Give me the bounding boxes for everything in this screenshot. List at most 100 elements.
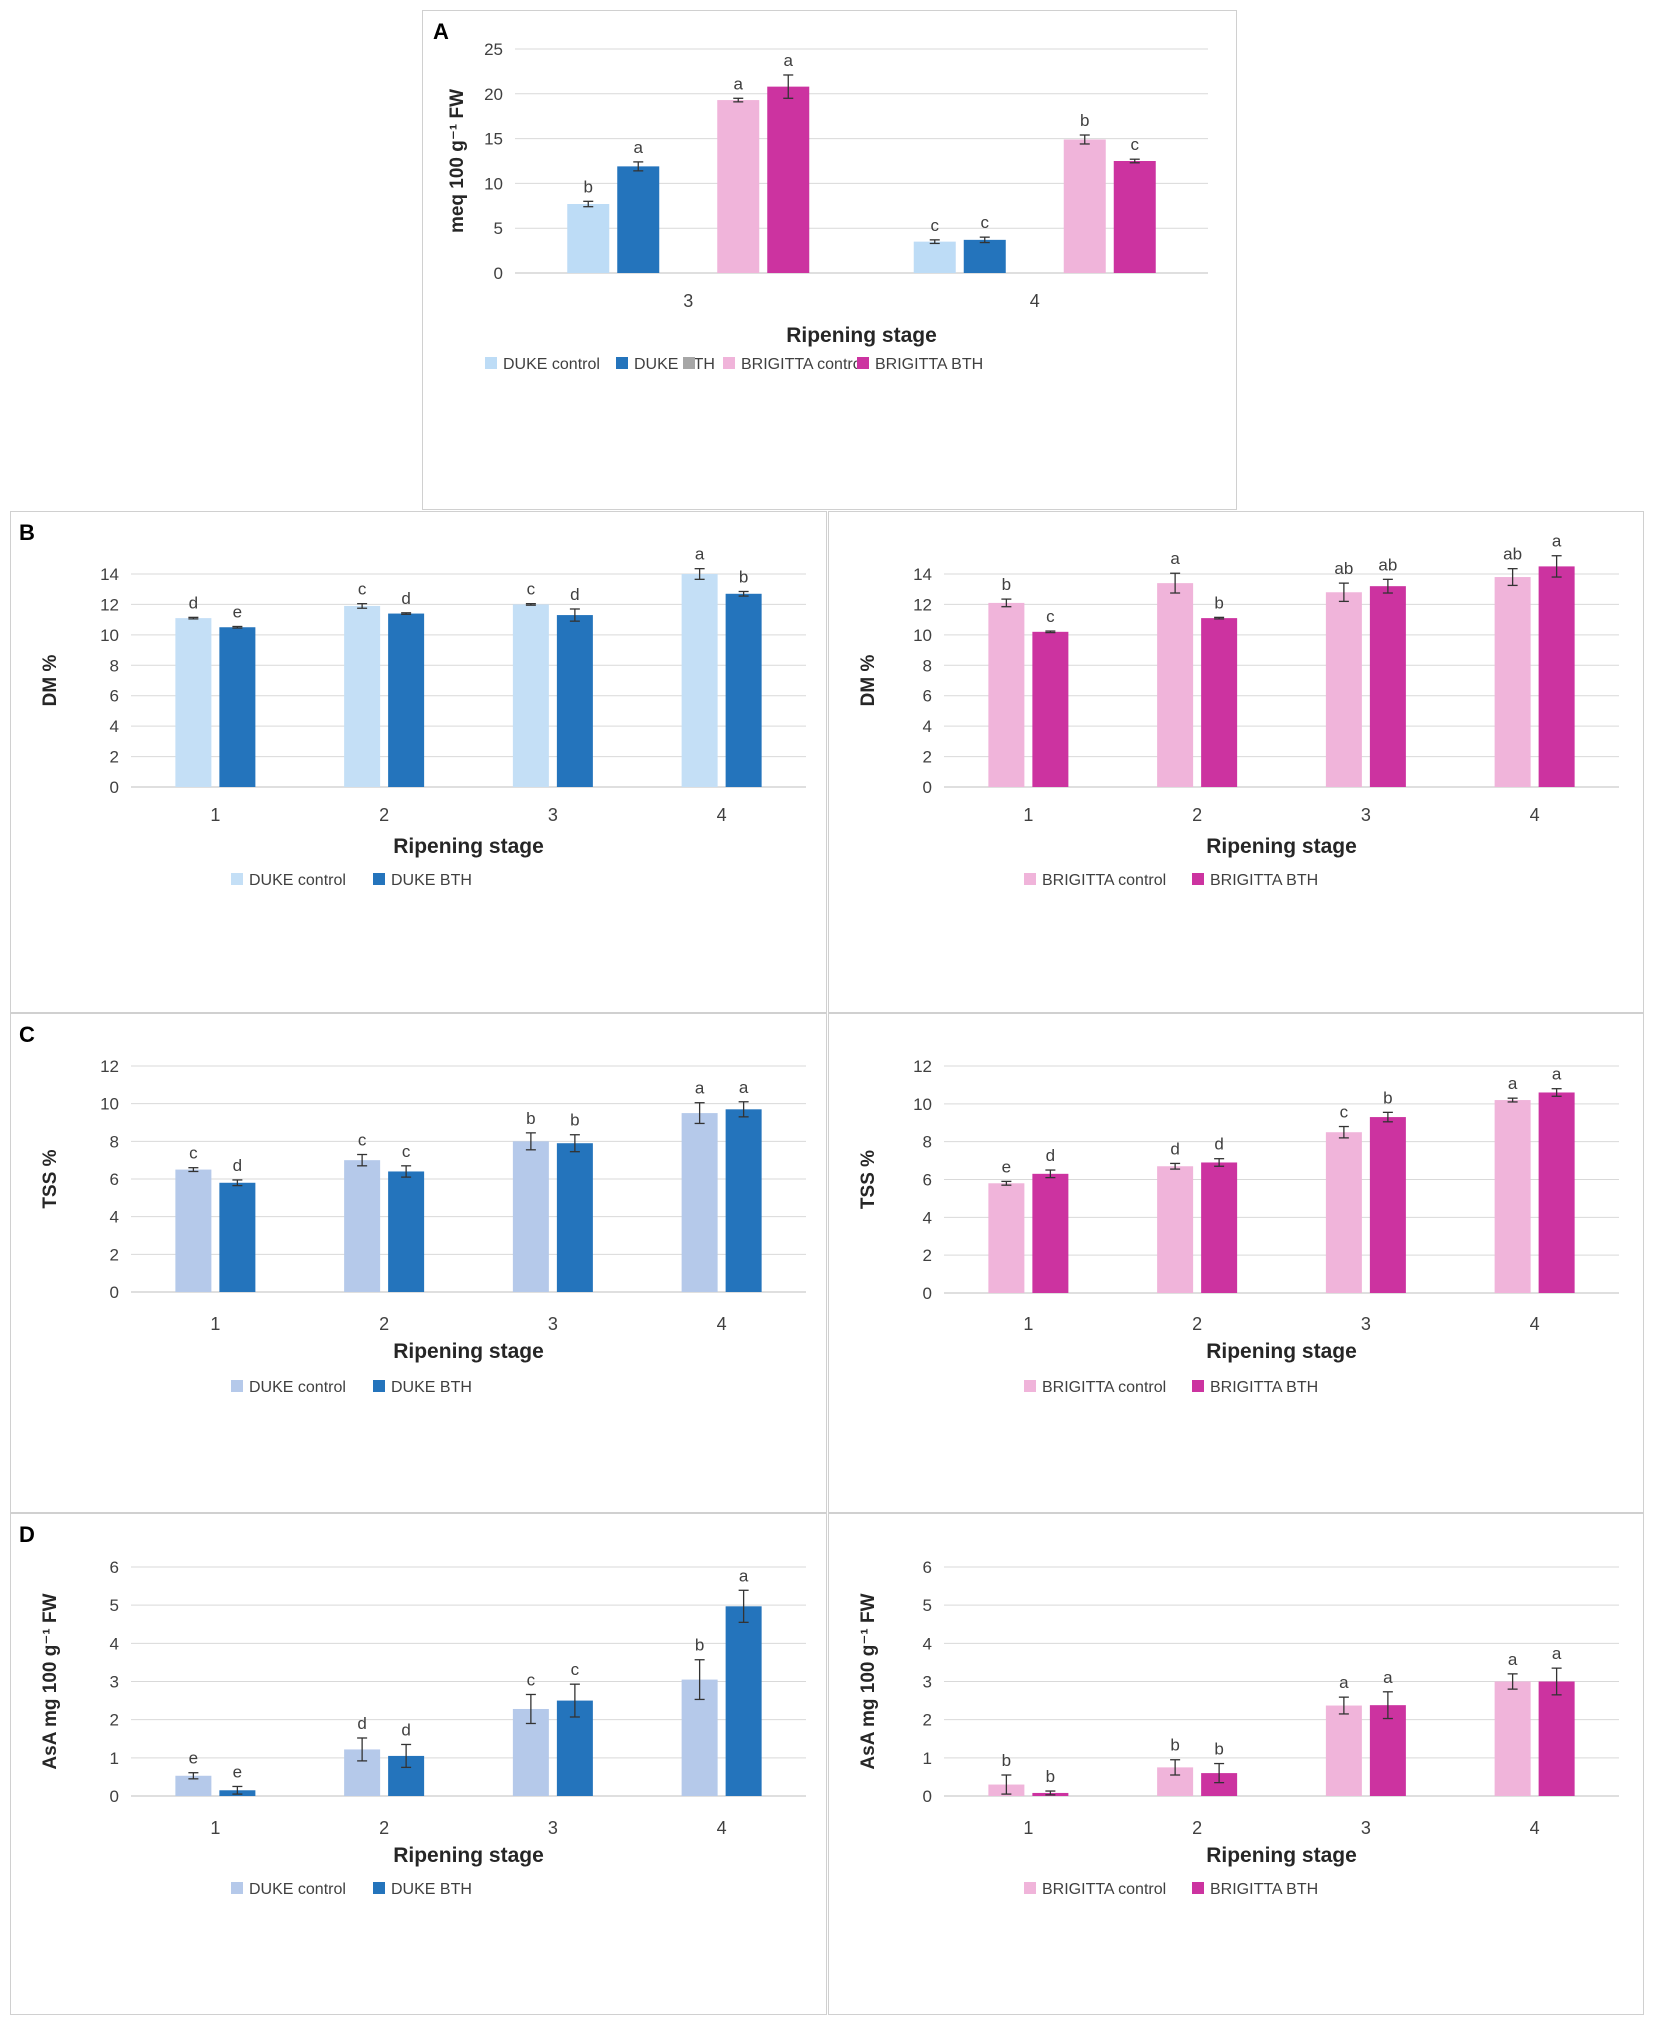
y-tick-label: 5 <box>110 1596 119 1615</box>
legend-label: BRIGITTA BTH <box>875 356 983 373</box>
bar-duke-control <box>175 1775 212 1796</box>
y-tick-label: 2 <box>110 1711 119 1730</box>
y-tick-label: 10 <box>913 1095 932 1114</box>
y-tick-label: 0 <box>494 264 503 283</box>
significance-letter: b <box>584 177 593 196</box>
y-tick-label: 12 <box>100 595 119 614</box>
legend-label: BRIGITTA control <box>1042 872 1166 889</box>
panel-letter-d: D <box>19 1522 35 1547</box>
bar-duke-control <box>681 574 718 787</box>
bar-brigitta-bth <box>1538 566 1575 787</box>
bar-duke-bth <box>556 615 593 787</box>
y-tick-label: 2 <box>923 1711 932 1730</box>
x-tick-label: 2 <box>1192 805 1202 825</box>
bar-brigitta-control <box>1494 1681 1531 1796</box>
x-tick-label: 1 <box>1023 1818 1033 1838</box>
x-tick-label: 1 <box>1023 1314 1033 1334</box>
bar-brigitta-control <box>988 602 1025 787</box>
significance-letter: e <box>189 1749 198 1768</box>
x-axis-title: Ripening stage <box>1206 835 1357 858</box>
legend-label: DUKE BTH <box>391 872 472 889</box>
bar-brigitta-control <box>1325 592 1362 787</box>
legend-label: DUKE control <box>249 1379 346 1396</box>
bar-brigitta-control <box>1063 139 1106 273</box>
legend-label: DUKE control <box>503 356 600 373</box>
y-tick-label: 8 <box>923 1133 932 1152</box>
bar-duke-bth <box>556 1143 593 1292</box>
significance-letter: d <box>570 585 579 604</box>
panel-b-left: B 0 2 4 6 8 10 12 14 DM % d e 1 c d 2 c d 3 a b 4 Ripening st… <box>10 511 827 1013</box>
bar-brigitta-bth <box>1201 618 1238 787</box>
bar-brigitta-control <box>988 1183 1025 1293</box>
x-axis-title: Ripening stage <box>1206 1340 1357 1363</box>
y-axis-title: AsA mg 100 g⁻¹ FW <box>40 1593 61 1769</box>
legend-swatch <box>373 1882 385 1894</box>
x-tick-label: 4 <box>717 1314 727 1334</box>
x-tick-label: 2 <box>1192 1818 1202 1838</box>
significance-letter: b <box>739 567 748 586</box>
y-axis-title: DM % <box>40 655 61 707</box>
y-tick-label: 10 <box>100 626 119 645</box>
significance-letter: d <box>1214 1135 1223 1154</box>
significance-letter: c <box>1046 607 1055 626</box>
bar-brigitta-control <box>717 100 760 274</box>
significance-letter: e <box>233 602 242 621</box>
significance-letter: b <box>1046 1767 1055 1786</box>
significance-letter: d <box>401 589 410 608</box>
bar-duke-bth <box>388 1171 425 1292</box>
x-axis-title: Ripening stage <box>393 1844 544 1867</box>
y-axis-title: TSS % <box>40 1149 61 1208</box>
x-tick-label: 1 <box>210 1314 220 1334</box>
significance-letter: b <box>1170 1736 1179 1755</box>
panel-a: A 0 5 10 15 20 25 meq 100 g⁻¹ FW b a a a 3 c c b c 4 Ripe… <box>422 10 1237 510</box>
significance-letter: d <box>1170 1139 1179 1158</box>
bar-brigitta-control <box>1494 577 1531 787</box>
x-tick-label: 2 <box>379 1314 389 1334</box>
bar-brigitta-bth <box>1538 1681 1575 1796</box>
significance-letter: c <box>1131 135 1140 154</box>
legend-label: BRIGITTA BTH <box>1210 1881 1318 1898</box>
x-tick-label: 4 <box>1030 291 1040 311</box>
significance-letter: c <box>1340 1103 1349 1122</box>
chart-a: A 0 5 10 15 20 25 meq 100 g⁻¹ FW b a a a 3 c c b c 4 Ripe… <box>433 19 1208 373</box>
panel-d-left: D 0 1 2 3 4 5 6 AsA mg 100 g⁻¹ FW e e 1 d d 2 c c 3 b a 4 Ri… <box>10 1513 827 2015</box>
bar-duke-bth <box>219 1182 256 1292</box>
significance-letter: b <box>1002 1751 1011 1770</box>
x-axis-title: Ripening stage <box>786 324 937 347</box>
bar-duke-bth <box>388 613 425 787</box>
bar-duke-bth <box>725 593 762 787</box>
significance-letter: b <box>695 1636 704 1655</box>
y-tick-label: 2 <box>110 748 119 767</box>
y-tick-label: 4 <box>110 717 119 736</box>
significance-letter: c <box>527 580 536 599</box>
y-tick-label: 12 <box>913 595 932 614</box>
legend-swatch <box>723 357 735 369</box>
x-tick-label: 4 <box>1530 1314 1540 1334</box>
bar-duke-control <box>567 204 610 273</box>
chart-b-left: B 0 2 4 6 8 10 12 14 DM % d e 1 c d 2 c d 3 a b 4 Ripening st… <box>19 520 806 889</box>
significance-letter: a <box>1170 549 1180 568</box>
bar-duke-bth <box>963 239 1006 273</box>
legend-label: DUKE control <box>249 1881 346 1898</box>
y-tick-label: 3 <box>110 1673 119 1692</box>
legend-swatch <box>616 357 628 369</box>
x-tick-label: 2 <box>379 805 389 825</box>
significance-letter: b <box>526 1109 535 1128</box>
significance-letter: a <box>1552 1644 1562 1663</box>
legend-label: BRIGITTA BTH <box>1210 1379 1318 1396</box>
y-axis-title: meq 100 g⁻¹ FW <box>447 89 468 233</box>
panel-b-right: 0 2 4 6 8 10 12 14 DM % b c 1 a b 2 ab ab 3 ab a 4 Ripening s… <box>828 511 1644 1013</box>
significance-letter: a <box>784 51 794 70</box>
significance-letter: c <box>571 1660 580 1679</box>
x-axis-title: Ripening stage <box>1206 1844 1357 1867</box>
y-tick-label: 15 <box>484 130 503 149</box>
bar-brigitta-bth <box>1032 631 1069 787</box>
y-tick-label: 10 <box>100 1095 119 1114</box>
legend-swatch <box>373 1380 385 1392</box>
y-tick-label: 8 <box>110 1132 119 1151</box>
y-tick-label: 10 <box>913 626 932 645</box>
y-tick-label: 6 <box>110 1170 119 1189</box>
x-tick-label: 3 <box>1361 805 1371 825</box>
significance-letter: b <box>1214 1740 1223 1759</box>
bar-brigitta-control <box>1325 1132 1362 1293</box>
